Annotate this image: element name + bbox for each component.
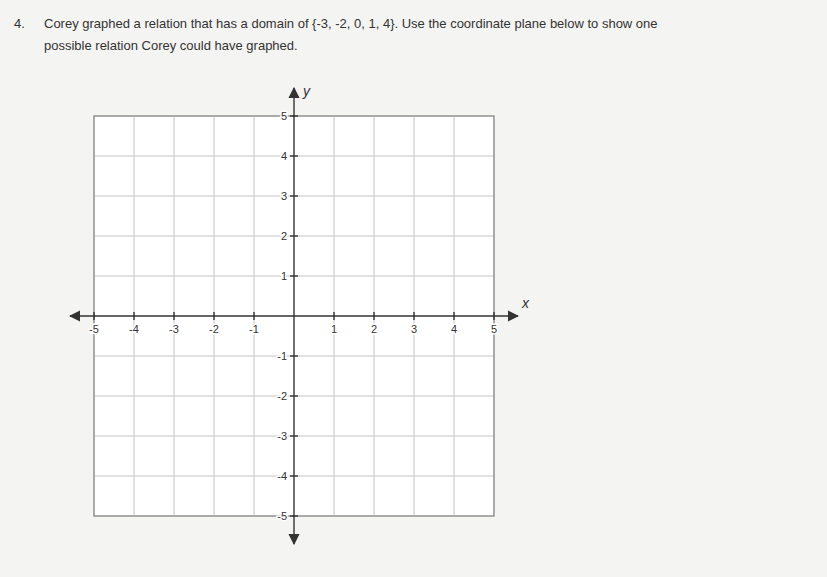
grid-line bbox=[94, 276, 494, 277]
y-tick-label: -3 bbox=[277, 430, 287, 442]
x-tick-label: 4 bbox=[451, 323, 457, 335]
grid-line bbox=[94, 156, 494, 157]
question-text: Corey graphed a relation that has a doma… bbox=[44, 16, 658, 31]
question-number: 4. bbox=[14, 16, 25, 31]
x-tick-label: 1 bbox=[331, 323, 337, 335]
grid-line bbox=[454, 116, 455, 516]
y-tick bbox=[290, 275, 298, 276]
x-tick-label: 5 bbox=[491, 323, 497, 335]
y-axis-label: y bbox=[302, 83, 311, 99]
grid-line bbox=[94, 436, 494, 437]
x-tick bbox=[333, 312, 334, 320]
grid-line bbox=[374, 116, 375, 516]
y-tick-label: 4 bbox=[281, 150, 287, 162]
x-tick-label: 2 bbox=[371, 323, 377, 335]
y-tick-label: 5 bbox=[281, 110, 287, 122]
y-tick-label: 3 bbox=[281, 190, 287, 202]
grid-line bbox=[174, 116, 175, 516]
x-tick bbox=[93, 312, 94, 320]
x-tick bbox=[253, 312, 254, 320]
x-tick bbox=[173, 312, 174, 320]
grid-line bbox=[94, 396, 494, 397]
y-tick bbox=[290, 475, 298, 476]
y-tick bbox=[290, 395, 298, 396]
y-tick bbox=[290, 515, 298, 516]
y-tick-label: 1 bbox=[281, 270, 287, 282]
y-tick bbox=[290, 435, 298, 436]
x-tick bbox=[453, 312, 454, 320]
grid-line bbox=[94, 196, 494, 197]
y-tick-label: -1 bbox=[277, 350, 287, 362]
y-tick-label: 2 bbox=[281, 230, 287, 242]
x-tick-label: 3 bbox=[411, 323, 417, 335]
x-tick-label: -5 bbox=[89, 323, 99, 335]
grid-line bbox=[214, 116, 215, 516]
x-tick bbox=[133, 312, 134, 320]
y-tick-label: -4 bbox=[277, 470, 287, 482]
plot-area bbox=[70, 88, 518, 544]
y-tick bbox=[290, 355, 298, 356]
y-tick-label: -2 bbox=[277, 390, 287, 402]
y-tick bbox=[290, 235, 298, 236]
y-tick bbox=[290, 155, 298, 156]
chart: 4. Corey graphed a relation that has a do… bbox=[0, 0, 827, 577]
grid-line bbox=[94, 476, 494, 477]
grid-line bbox=[94, 236, 494, 237]
grid-line bbox=[254, 116, 255, 516]
x-tick bbox=[413, 312, 414, 320]
grid-line bbox=[134, 116, 135, 516]
grid-line bbox=[334, 116, 335, 516]
grid-line bbox=[414, 116, 415, 516]
y-tick bbox=[290, 115, 298, 116]
question-text: possible relation Corey could have graph… bbox=[44, 38, 298, 53]
x-tick-label: -1 bbox=[249, 323, 259, 335]
x-tick-label: -4 bbox=[129, 323, 139, 335]
x-axis-label: x bbox=[521, 295, 530, 311]
y-tick-label: -5 bbox=[277, 510, 287, 522]
x-tick bbox=[213, 312, 214, 320]
grid-line bbox=[94, 356, 494, 357]
x-tick bbox=[373, 312, 374, 320]
y-tick bbox=[290, 195, 298, 196]
x-tick bbox=[493, 312, 494, 320]
x-tick-label: -3 bbox=[169, 323, 179, 335]
x-tick-label: -2 bbox=[209, 323, 219, 335]
